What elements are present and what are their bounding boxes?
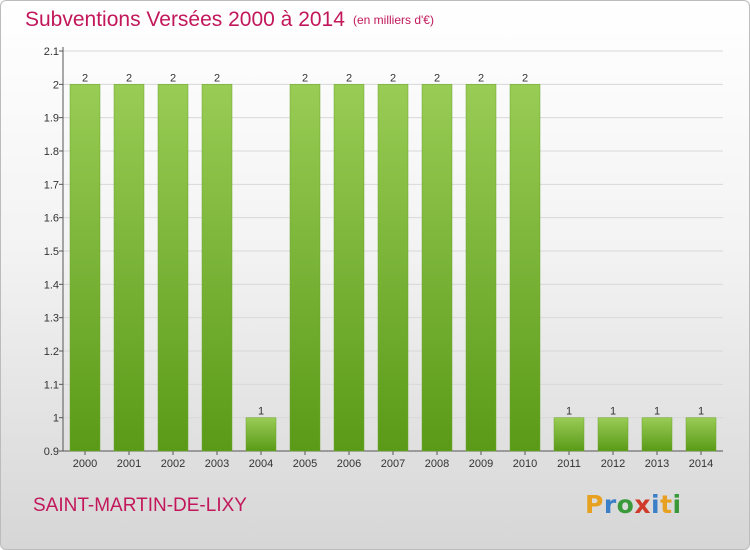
data-label: 2	[522, 72, 528, 84]
data-label: 2	[434, 72, 440, 84]
bar	[201, 84, 233, 452]
logo-letter: o	[616, 490, 635, 519]
axes: 0.9 1 1.1 1.2 1.3 1.4 1.5 1.6 1.7 1.8 1.9 2 2.1 2000 2…	[44, 46, 723, 470]
chart-subtitle: (en milliers d'€)	[353, 13, 434, 27]
data-labels: 2 2 2 2 1 2 2 2 2 2 2 1 1 1 1	[82, 72, 704, 417]
x-tick-label: 2001	[117, 458, 141, 470]
data-label: 2	[170, 72, 176, 84]
x-tick-label: 2004	[249, 458, 273, 470]
y-tick-label: 1.9	[44, 113, 59, 125]
data-label: 1	[258, 406, 264, 418]
x-tick-label: 2010	[513, 458, 537, 470]
logo-letter: x	[634, 490, 651, 519]
bar	[553, 417, 585, 452]
data-label: 2	[302, 72, 308, 84]
bar	[113, 84, 145, 452]
x-tick-label: 2014	[689, 458, 713, 470]
bar	[377, 84, 409, 452]
logo-letter: i	[672, 490, 682, 519]
x-tick-label: 2000	[73, 458, 97, 470]
x-tick-label: 2002	[161, 458, 185, 470]
data-label: 2	[478, 72, 484, 84]
bar	[289, 84, 321, 452]
data-label: 1	[654, 406, 660, 418]
x-tick-label: 2005	[293, 458, 317, 470]
data-label: 2	[126, 72, 132, 84]
logo-letter: r	[603, 490, 617, 519]
x-tick-label: 2007	[381, 458, 405, 470]
data-label: 1	[698, 406, 704, 418]
bars	[69, 84, 717, 452]
y-tick-label: 2	[53, 79, 59, 91]
bar	[157, 84, 189, 452]
y-tick-label: 1.4	[44, 279, 59, 291]
x-tick-label: 2006	[337, 458, 361, 470]
data-label: 1	[610, 406, 616, 418]
y-tick-label: 1.1	[44, 379, 59, 391]
x-tick-label: 2003	[205, 458, 229, 470]
y-tick-label: 1.6	[44, 213, 59, 225]
bar	[641, 417, 673, 452]
data-label: 2	[214, 72, 220, 84]
bar	[245, 417, 277, 452]
commune-name: SAINT-MARTIN-DE-LIXY	[33, 495, 247, 516]
x-tick-label: 2008	[425, 458, 449, 470]
y-tick-label: 1.3	[44, 313, 59, 325]
x-tick-label: 2012	[601, 458, 625, 470]
y-tick-label: 1	[53, 413, 59, 425]
proxiti-logo: Proxiti	[585, 490, 682, 519]
bar	[465, 84, 497, 452]
data-label: 2	[346, 72, 352, 84]
bar	[509, 84, 541, 452]
logo-letter: t	[660, 490, 673, 519]
bar	[685, 417, 717, 452]
y-tick-label: 2.1	[44, 46, 59, 58]
bar	[421, 84, 453, 452]
bar	[69, 84, 101, 452]
bar	[597, 417, 629, 452]
x-tick-label: 2011	[557, 458, 581, 470]
data-label: 2	[390, 72, 396, 84]
y-tick-label: 1.7	[44, 179, 59, 191]
data-label: 1	[566, 406, 572, 418]
y-tick-label: 1.8	[44, 146, 59, 158]
chart-title: Subventions Versées 2000 à 2014	[25, 8, 345, 31]
bar	[333, 84, 365, 452]
y-tick-label: 1.2	[44, 346, 59, 358]
x-tick-label: 2009	[469, 458, 493, 470]
data-label: 2	[82, 72, 88, 84]
y-tick-label: 0.9	[44, 446, 59, 458]
y-tick-label: 1.5	[44, 246, 59, 258]
logo-letter: P	[585, 490, 604, 519]
logo-letter: i	[651, 490, 661, 519]
x-tick-label: 2013	[645, 458, 669, 470]
